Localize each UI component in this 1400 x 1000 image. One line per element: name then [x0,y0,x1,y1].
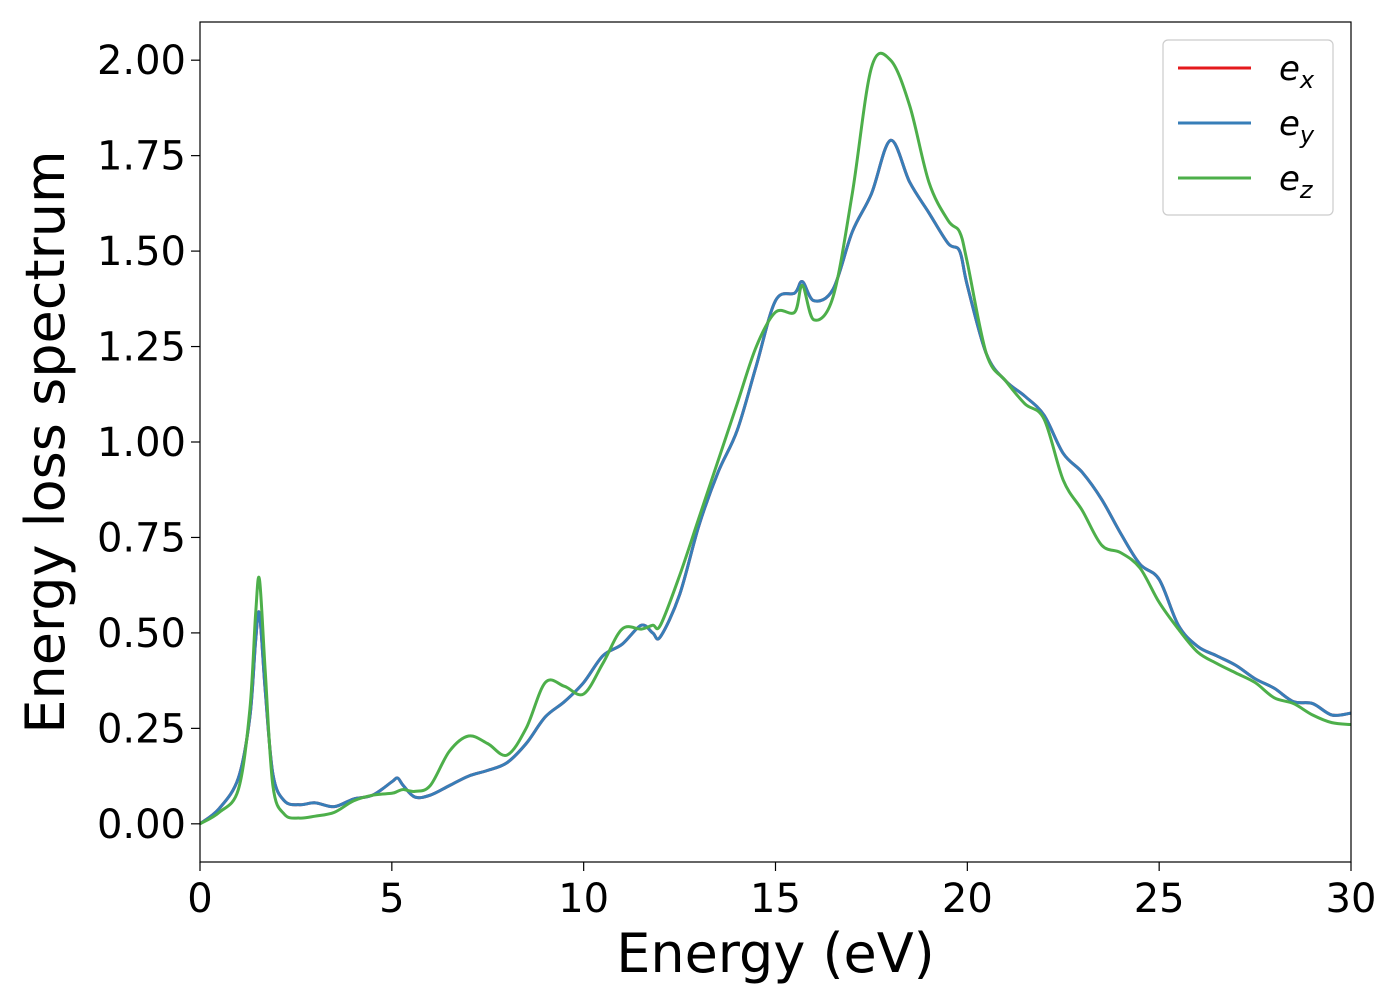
x-tick-label: 30 [1326,876,1377,922]
y-axis-ticks: 0.00 0.25 0.50 0.75 1.00 1.25 1.50 1.75 2.00 [97,38,200,848]
y-tick-label: 2.00 [97,38,186,84]
legend: ex ey ez [1162,39,1334,216]
x-tick-label: 0 [187,876,212,922]
x-axis-ticks: 0 5 10 15 20 25 30 [187,862,1376,922]
y-tick-label: 1.50 [97,229,186,275]
y-tick-label: 1.00 [97,420,186,466]
y-axis-label: Energy loss spectrum [14,150,77,733]
y-tick-label: 0.00 [97,802,186,848]
y-tick-label: 0.25 [97,706,186,752]
legend-box [1162,39,1334,216]
y-tick-label: 1.25 [97,325,186,371]
x-tick-label: 25 [1134,876,1185,922]
x-tick-label: 5 [379,876,404,922]
legend-label: ez [1279,159,1314,204]
series-line-e-y [200,138,1351,826]
y-tick-label: 1.75 [97,134,186,180]
legend-label: ey [1279,104,1315,149]
x-axis-label: Energy (eV) [616,922,935,985]
series-line-e-x [200,138,1351,826]
x-tick-label: 10 [558,876,609,922]
x-tick-label: 15 [750,876,801,922]
y-tick-label: 0.50 [97,611,186,657]
legend-label: ex [1279,49,1315,94]
series-line-e-z [200,51,1351,826]
x-tick-label: 20 [942,876,993,922]
y-tick-label: 0.75 [97,515,186,561]
series-layer [200,51,1351,826]
